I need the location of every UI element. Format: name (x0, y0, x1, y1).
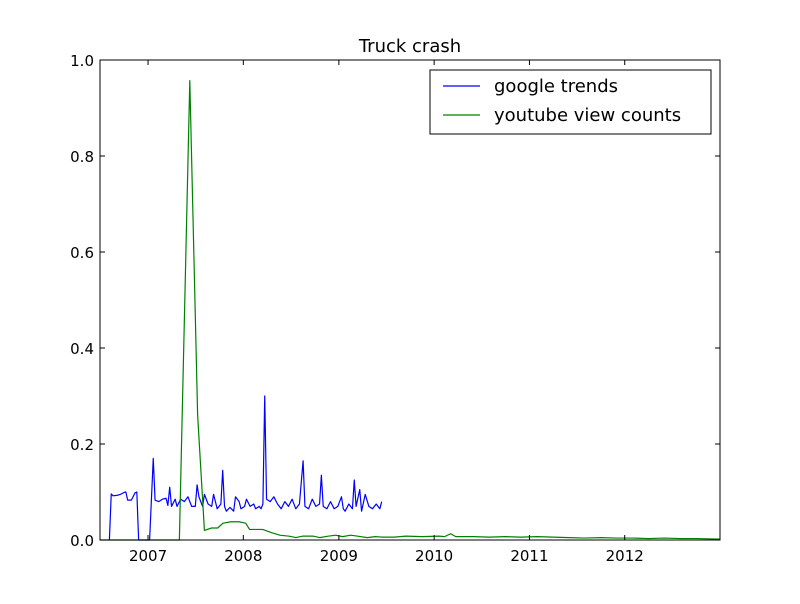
y-tick-label-0.8: 0.8 (70, 148, 94, 166)
axes-layer: 2007 2008 2009 2010 2011 2012 0.0 0.2 0.4 0.6 0.8 1… (70, 52, 720, 565)
y-tick-label-0.4: 0.4 (70, 340, 94, 358)
series-line-youtube-view-counts (100, 80, 721, 541)
x-tick-label-2007: 2007 (129, 547, 167, 565)
legend: google trends youtube view counts (429, 69, 712, 135)
series-line-google-trends (108, 395, 383, 541)
series-layer (100, 80, 721, 541)
legend-label-youtube-view-counts: youtube view counts (494, 105, 681, 126)
y-tick-label-0.0: 0.0 (70, 532, 94, 550)
plot-frame (99, 59, 721, 541)
legend-box (429, 69, 712, 135)
y-tick-label-0.2: 0.2 (70, 436, 94, 454)
x-tick-label-2010: 2010 (415, 547, 453, 565)
y-tick-label-1.0: 1.0 (70, 52, 94, 70)
legend-label-google-trends: google trends (494, 76, 618, 97)
x-tick-label-2008: 2008 (224, 547, 262, 565)
x-tick-label-2009: 2009 (320, 547, 358, 565)
y-tick-label-0.6: 0.6 (70, 244, 94, 262)
chart-title: Truck crash (358, 36, 461, 57)
x-tick-label-2012: 2012 (606, 547, 644, 565)
x-tick-label-2011: 2011 (510, 547, 548, 565)
